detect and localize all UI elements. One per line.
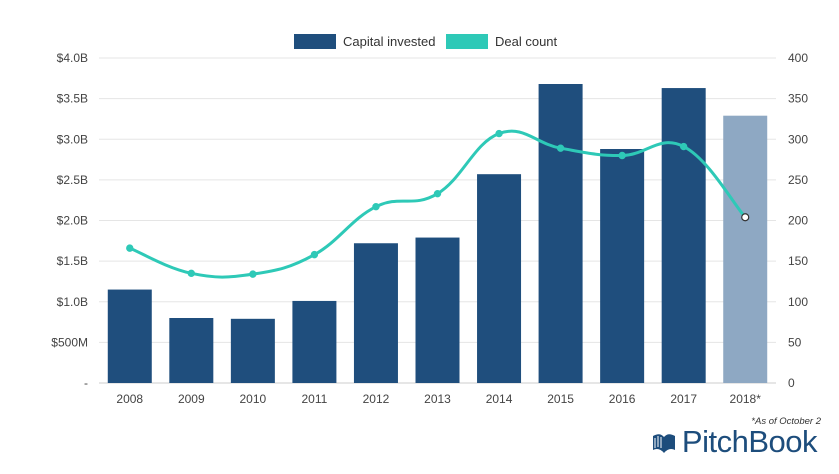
deal-count-point — [618, 151, 626, 160]
bar-capital-invested — [353, 243, 398, 383]
legend-swatch-deal-count — [446, 34, 488, 49]
y-right-tick-label: 0 — [788, 376, 795, 390]
x-tick-label: 2012 — [363, 392, 390, 406]
deal-count-point — [679, 142, 688, 151]
x-tick-label: 2016 — [609, 392, 636, 406]
x-tick-label: 2008 — [116, 392, 143, 406]
legend: Capital invested Deal count — [294, 34, 558, 49]
y-left-tick-label: $2.5B — [57, 173, 88, 187]
bar-capital-invested — [292, 300, 337, 383]
bar-capital-invested — [661, 88, 706, 383]
bar-capital-invested — [169, 318, 214, 383]
deal-count-line — [126, 129, 750, 279]
x-tick-label: 2013 — [424, 392, 451, 406]
y-left-tick-label: $4.0B — [57, 51, 88, 65]
y-left-tick-label: - — [84, 376, 88, 390]
x-tick-label: 2010 — [240, 392, 267, 406]
deal-count-point — [249, 270, 257, 278]
legend-label-deal-count: Deal count — [495, 34, 558, 49]
y-right-tick-label: 150 — [788, 254, 808, 268]
deal-count-point — [126, 244, 134, 252]
y-right-tick-label: 50 — [788, 335, 802, 349]
y-right-tick-label: 200 — [788, 214, 808, 228]
y-left-tick-label: $3.5B — [57, 92, 88, 106]
bar-capital-invested — [477, 174, 522, 383]
bars — [107, 84, 768, 383]
x-tick-label: 2015 — [547, 392, 574, 406]
x-axis: 2008 2009 2010 2011 2012 2013 2014 2015 2016 2017… — [116, 392, 761, 406]
y-axis-right: 0 50 100 150 200 250 300 350 400 — [788, 51, 808, 390]
y-right-tick-label: 350 — [788, 92, 808, 106]
y-left-tick-label: $2.0B — [57, 214, 88, 228]
x-tick-label: 2017 — [670, 392, 697, 406]
footnote: *As of October 2 — [751, 416, 821, 427]
y-left-tick-label: $500M — [51, 335, 88, 349]
book-logo-icon — [652, 434, 675, 453]
x-tick-label: 2018* — [730, 392, 762, 406]
deal-count-point — [187, 269, 196, 278]
y-right-tick-label: 400 — [788, 51, 808, 65]
x-tick-label: 2009 — [178, 392, 205, 406]
pitchbook-logo: PitchBook — [650, 424, 818, 460]
bar-capital-invested — [600, 149, 645, 383]
legend-swatch-capital-invested — [294, 34, 336, 49]
y-left-tick-label: $3.0B — [57, 132, 88, 146]
y-right-tick-label: 250 — [788, 173, 808, 187]
deal-count-point — [741, 213, 750, 222]
x-tick-label: 2014 — [486, 392, 513, 406]
deal-count-point — [433, 189, 442, 198]
bar-capital-invested — [538, 84, 583, 383]
brand-name: PitchBook — [681, 424, 818, 459]
y-right-tick-label: 100 — [788, 295, 808, 309]
bar-capital-invested — [230, 318, 275, 383]
deal-count-point — [556, 144, 565, 152]
deal-count-point — [372, 202, 380, 211]
y-right-tick-label: 300 — [788, 132, 808, 146]
bar-capital-invested — [415, 237, 460, 383]
deal-count-point — [495, 129, 503, 138]
bar-capital-invested — [107, 289, 152, 383]
y-left-tick-label: $1.5B — [57, 254, 88, 268]
y-left-tick-label: $1.0B — [57, 295, 88, 309]
x-tick-label: 2011 — [302, 392, 328, 406]
deal-count-point — [310, 250, 319, 259]
legend-label-capital-invested: Capital invested — [343, 34, 436, 49]
bar-capital-invested — [723, 115, 768, 383]
y-axis-left: - $500M $1.0B $1.5B $2.0B $2.5B $3.0B $3.5B $4.0… — [51, 51, 88, 390]
